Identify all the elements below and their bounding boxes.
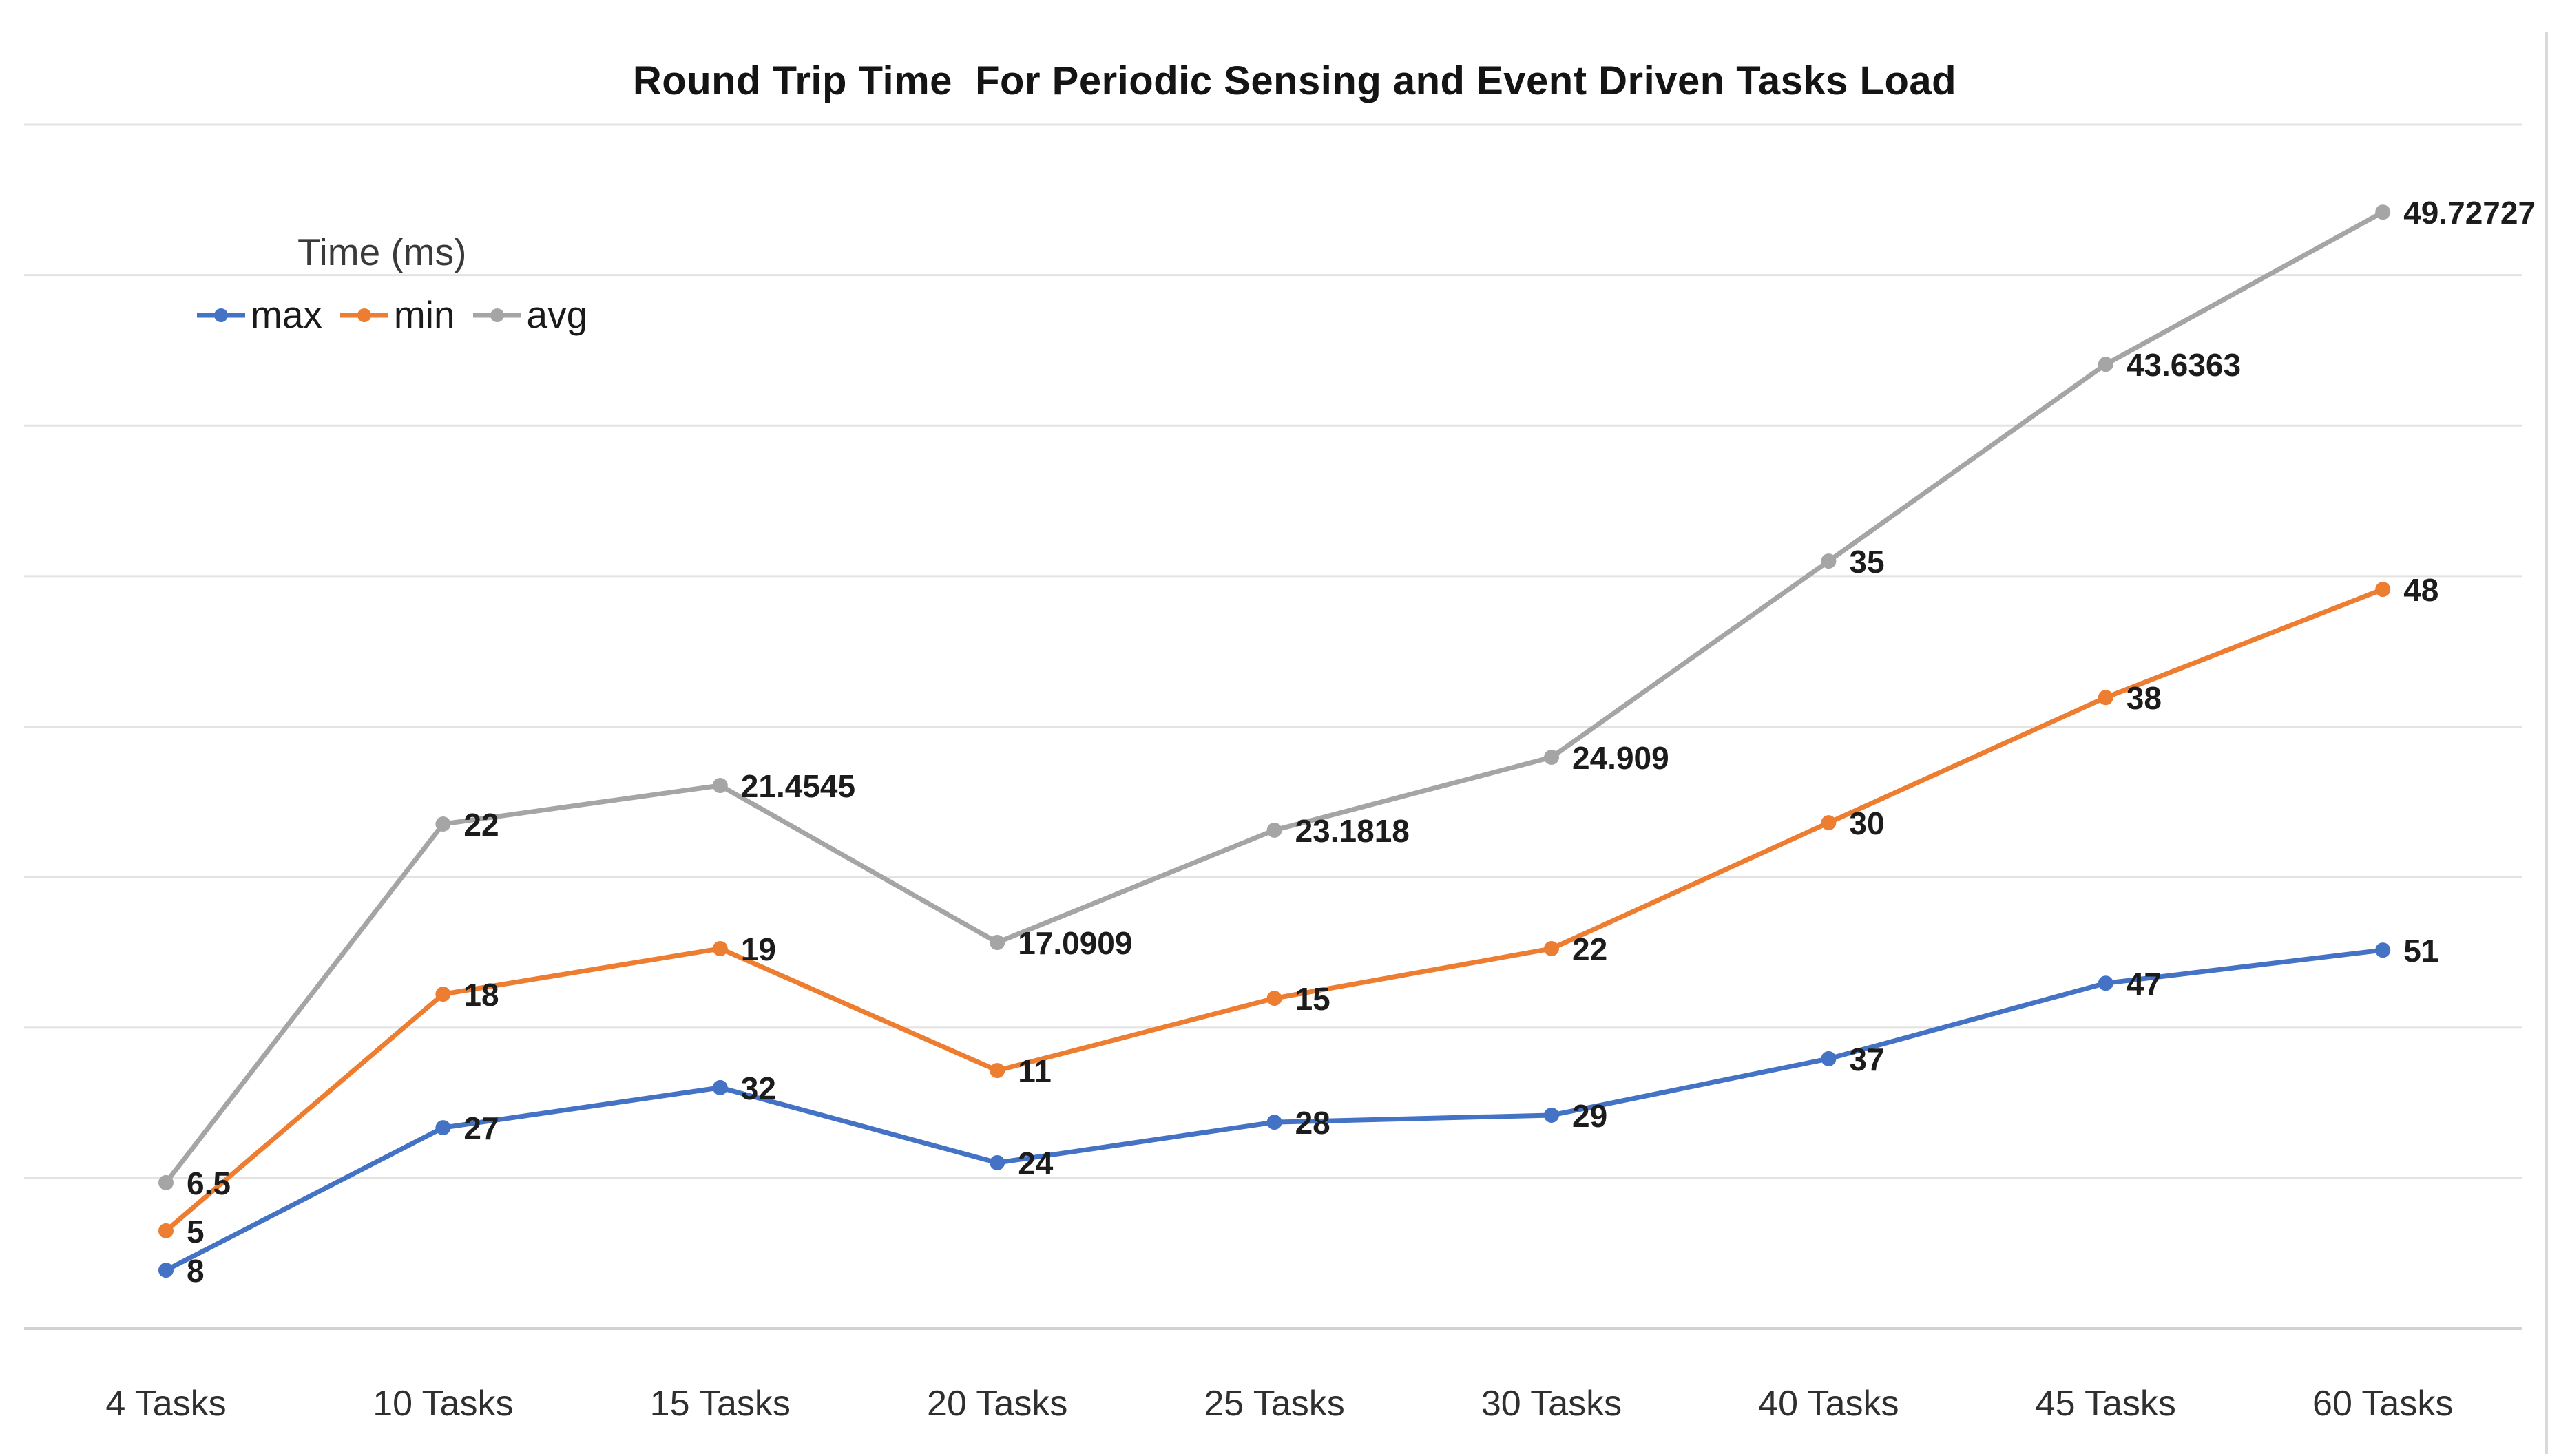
point-min-45-tasks[interactable]: [2098, 690, 2113, 706]
data-label-max-0: 8: [187, 1253, 205, 1289]
x-axis-label-15-tasks: 15 Tasks: [650, 1384, 791, 1424]
data-label-avg-2: 21.4545: [741, 768, 855, 804]
point-min-4-tasks[interactable]: [158, 1223, 174, 1238]
data-label-max-2: 32: [741, 1070, 776, 1106]
legend-marker-min-icon: [339, 307, 388, 324]
point-max-4-tasks[interactable]: [158, 1263, 174, 1278]
point-max-45-tasks[interactable]: [2098, 975, 2113, 991]
point-min-10-tasks[interactable]: [435, 987, 451, 1002]
legend: max min avg: [197, 296, 587, 334]
data-label-max-7: 47: [2127, 966, 2162, 1002]
point-avg-20-tasks[interactable]: [990, 935, 1005, 951]
data-label-min-1: 18: [463, 977, 499, 1013]
data-label-avg-3: 17.0909: [1018, 925, 1132, 961]
data-label-max-6: 37: [1849, 1042, 1884, 1077]
point-max-25-tasks[interactable]: [1266, 1115, 1282, 1130]
point-avg-40-tasks[interactable]: [1821, 553, 1837, 569]
legend-item-min[interactable]: min: [339, 293, 455, 336]
point-min-15-tasks[interactable]: [712, 940, 728, 956]
data-label-max-5: 29: [1572, 1098, 1607, 1134]
point-avg-45-tasks[interactable]: [2098, 357, 2113, 372]
point-avg-25-tasks[interactable]: [1266, 822, 1282, 838]
point-max-10-tasks[interactable]: [435, 1120, 451, 1136]
point-max-40-tasks[interactable]: [1821, 1051, 1837, 1066]
x-axis-label-20-tasks: 20 Tasks: [927, 1384, 1067, 1424]
data-label-max-3: 24: [1018, 1146, 1054, 1181]
data-label-min-8: 48: [2403, 572, 2438, 608]
point-min-20-tasks[interactable]: [990, 1063, 1005, 1079]
point-avg-4-tasks[interactable]: [158, 1174, 174, 1190]
data-label-min-3: 11: [1018, 1053, 1052, 1089]
data-label-max-4: 28: [1295, 1105, 1330, 1141]
point-min-40-tasks[interactable]: [1821, 815, 1837, 831]
y-axis-title: Time (ms): [297, 231, 467, 273]
data-label-avg-6: 35: [1849, 544, 1884, 580]
data-label-avg-4: 23.1818: [1295, 813, 1410, 849]
x-axis-label-30-tasks: 30 Tasks: [1481, 1384, 1622, 1424]
point-min-60-tasks[interactable]: [2375, 582, 2391, 598]
point-min-30-tasks[interactable]: [1544, 940, 1559, 956]
legend-item-avg[interactable]: avg: [472, 293, 588, 336]
x-axis-label-4-tasks: 4 Tasks: [105, 1384, 226, 1424]
chart-title: Round Trip Time For Periodic Sensing and…: [632, 59, 1957, 103]
point-max-30-tasks[interactable]: [1544, 1107, 1559, 1123]
data-label-max-8: 51: [2403, 933, 2438, 969]
data-label-avg-0: 6.5: [187, 1165, 231, 1201]
data-label-avg-5: 24.909: [1572, 740, 1669, 776]
x-axis-label-40-tasks: 40 Tasks: [1758, 1384, 1899, 1424]
data-label-min-7: 38: [2127, 680, 2162, 716]
point-max-60-tasks[interactable]: [2375, 942, 2391, 958]
legend-label-max: max: [251, 293, 322, 336]
point-avg-60-tasks[interactable]: [2375, 204, 2391, 220]
data-label-min-0: 5: [187, 1214, 205, 1249]
point-max-15-tasks[interactable]: [712, 1079, 728, 1095]
x-axis-label-25-tasks: 25 Tasks: [1204, 1384, 1344, 1424]
data-label-avg-1: 22: [463, 807, 499, 843]
x-axis-label-60-tasks: 60 Tasks: [2312, 1384, 2453, 1424]
data-label-avg-8: 49.72727: [2403, 195, 2536, 231]
legend-marker-avg-icon: [472, 307, 521, 324]
data-label-min-4: 15: [1295, 981, 1330, 1017]
x-axis-label-10-tasks: 10 Tasks: [373, 1384, 513, 1424]
point-min-25-tasks[interactable]: [1266, 991, 1282, 1006]
point-avg-15-tasks[interactable]: [712, 778, 728, 794]
data-label-max-1: 27: [463, 1110, 499, 1146]
point-max-20-tasks[interactable]: [990, 1154, 1005, 1170]
legend-marker-max-icon: [197, 307, 245, 324]
point-avg-10-tasks[interactable]: [435, 816, 451, 832]
data-label-min-2: 19: [741, 931, 776, 967]
data-label-min-5: 22: [1572, 931, 1607, 967]
data-label-min-6: 30: [1849, 805, 1884, 841]
data-label-avg-7: 43.6363: [2127, 347, 2241, 383]
legend-label-avg: avg: [526, 293, 588, 336]
x-axis-label-45-tasks: 45 Tasks: [2036, 1384, 2176, 1424]
point-avg-30-tasks[interactable]: [1544, 750, 1559, 766]
series-avg-line[interactable]: [163, 209, 2385, 1185]
legend-label-min: min: [393, 293, 455, 336]
legend-item-max[interactable]: max: [197, 296, 322, 334]
